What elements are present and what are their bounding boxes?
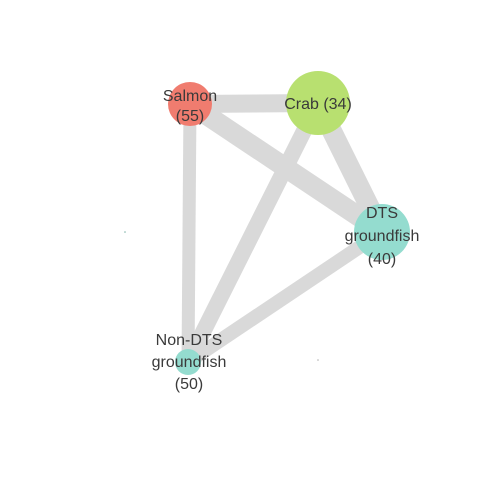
edge-dts-nondts [184, 226, 386, 368]
node-label-crab: Crab (34) [284, 96, 352, 113]
node-label-line: groundfish [152, 354, 227, 371]
node-label-line: (40) [368, 251, 396, 268]
labels-layer: Salmon (55) Crab (34) DTS groundfish (40) Non-… [152, 88, 420, 393]
node-label-line: (55) [176, 108, 204, 125]
stray-dot [124, 231, 126, 233]
node-salmon [168, 82, 212, 126]
node-nondts [175, 349, 201, 375]
node-label-line: DTS [366, 205, 398, 222]
nodes-layer [168, 71, 410, 375]
node-label-line: Salmon [163, 88, 217, 105]
stray-dot [317, 359, 319, 361]
node-crab [286, 71, 350, 135]
edge-crab-nondts [180, 99, 326, 366]
node-label-line: Crab (34) [284, 96, 352, 113]
edge-salmon-nondts [181, 103, 197, 363]
node-label-line: Non-DTS [156, 332, 223, 349]
node-label-line: (50) [175, 376, 203, 393]
node-label-nondts: Non-DTS groundfish (50) [152, 332, 227, 393]
node-label-line: groundfish [345, 228, 420, 245]
node-label-salmon: Salmon (55) [163, 88, 217, 125]
node-dts [354, 204, 410, 260]
node-label-dts: DTS groundfish (40) [345, 205, 420, 268]
